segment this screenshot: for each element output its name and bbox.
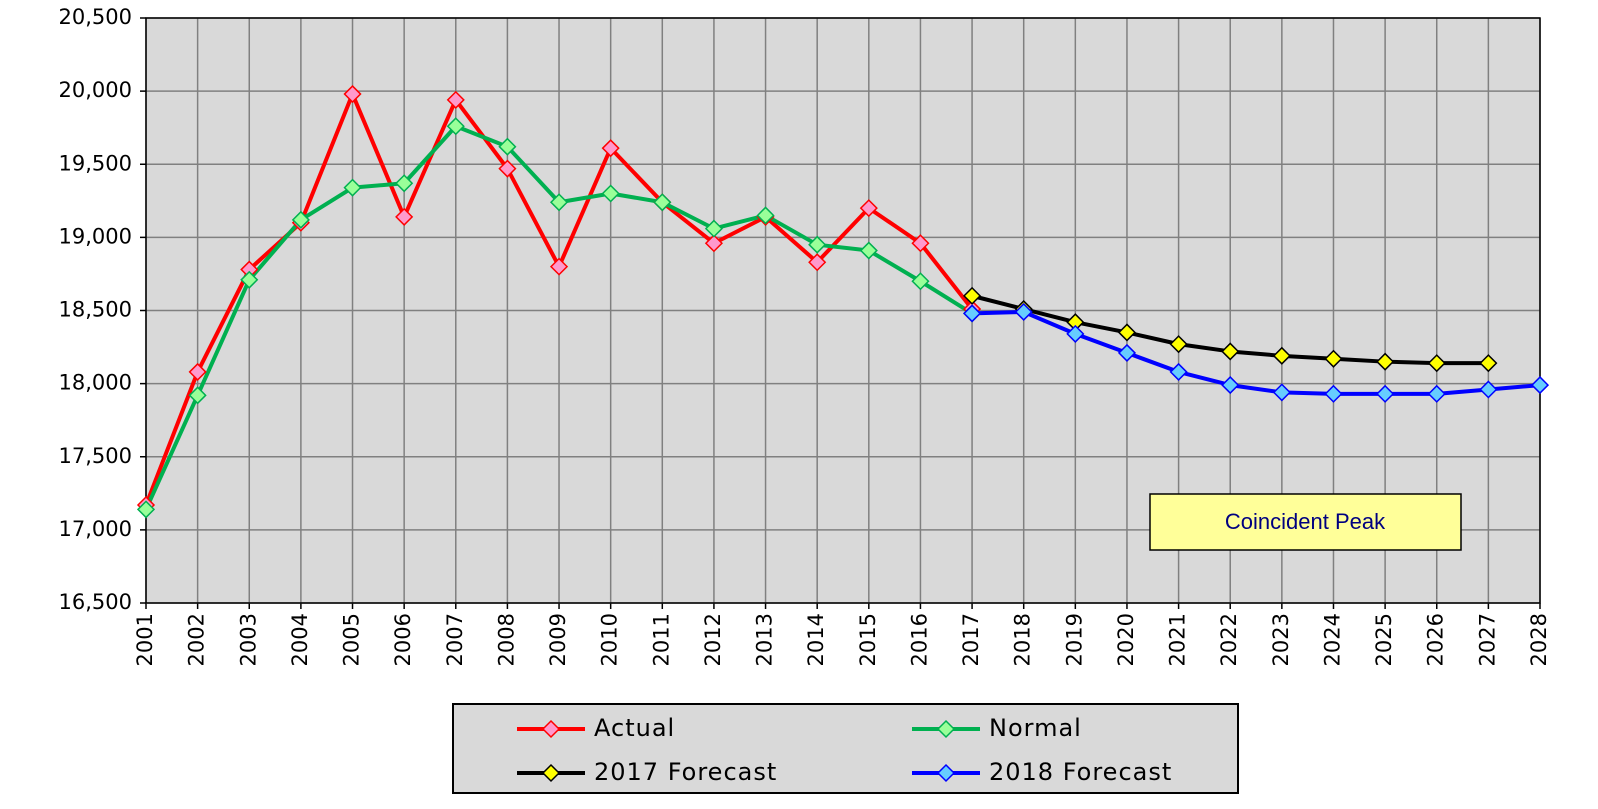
- x-tick-label: 2016: [907, 613, 931, 666]
- x-tick-label: 2011: [649, 613, 673, 666]
- legend-label: Actual: [594, 714, 675, 742]
- data-point: [653, 193, 672, 212]
- x-tick-label: 2028: [1527, 613, 1551, 666]
- data-point: [1376, 384, 1395, 403]
- data-point: [808, 235, 827, 254]
- x-tick-label: 2014: [804, 613, 828, 666]
- data-point: [446, 90, 465, 109]
- x-tick-label: 2024: [1320, 613, 1344, 666]
- data-point: [446, 117, 465, 136]
- legend-marker: [541, 763, 561, 783]
- data-point: [343, 84, 362, 104]
- x-tick-label: 2010: [598, 613, 622, 666]
- data-point: [188, 362, 207, 381]
- legend-marker: [936, 719, 956, 739]
- data-point: [859, 241, 878, 260]
- data-point: [1221, 376, 1240, 395]
- x-tick-label: 2001: [133, 613, 157, 666]
- data-point: [1169, 362, 1188, 381]
- data-point: [395, 174, 414, 193]
- data-point: [1479, 380, 1498, 399]
- data-point: [1272, 346, 1291, 365]
- x-tick-label: 2026: [1424, 613, 1448, 666]
- x-tick-label: 2017: [959, 613, 983, 666]
- x-tick-label: 2003: [236, 613, 260, 666]
- x-tick-label: 2025: [1372, 613, 1396, 666]
- y-tick-label: 18,500: [59, 298, 132, 322]
- data-point: [136, 500, 156, 519]
- data-point: [1530, 376, 1550, 395]
- data-point: [549, 257, 569, 276]
- legend-marker: [541, 719, 561, 739]
- data-point: [963, 286, 982, 305]
- x-tick-label: 2012: [701, 613, 725, 666]
- data-point: [1221, 342, 1240, 361]
- x-tick-label: 2020: [1114, 613, 1138, 666]
- legend-box: [452, 703, 1239, 794]
- data-point: [343, 178, 362, 197]
- data-point: [240, 270, 259, 289]
- data-point: [1117, 343, 1137, 362]
- data-point: [1376, 352, 1395, 371]
- legend-marker: [936, 763, 956, 783]
- x-tick-label: 2022: [1217, 613, 1241, 666]
- x-tick-label: 2002: [185, 613, 209, 666]
- data-point: [963, 304, 982, 323]
- legend-label: Normal: [989, 714, 1082, 742]
- data-point: [498, 137, 517, 156]
- data-point: [498, 159, 517, 178]
- x-tick-label: 2027: [1475, 613, 1499, 666]
- annotation: Coincident Peak: [1225, 509, 1386, 534]
- data-point: [1117, 323, 1137, 342]
- data-point: [808, 253, 827, 272]
- y-tick-label: 18,000: [59, 371, 132, 395]
- data-point: [911, 234, 930, 253]
- data-point: [1169, 335, 1188, 354]
- data-point: [1324, 384, 1343, 403]
- y-tick-label: 17,000: [59, 517, 132, 541]
- data-point: [601, 184, 620, 203]
- data-point: [1014, 302, 1033, 322]
- x-tick-label: 2019: [1062, 613, 1086, 666]
- y-tick-label: 19,000: [59, 224, 132, 248]
- annotation-box: [1149, 493, 1462, 551]
- x-tick-label: 2005: [340, 613, 364, 666]
- data-point: [1427, 384, 1446, 403]
- legend-label: 2018 Forecast: [989, 758, 1172, 786]
- data-point: [188, 386, 207, 405]
- y-tick-label: 20,500: [59, 5, 132, 29]
- data-point: [549, 193, 569, 212]
- y-tick-label: 16,500: [59, 590, 132, 614]
- data-point: [395, 207, 414, 226]
- y-tick-label: 17,500: [59, 444, 132, 468]
- x-tick-label: 2004: [288, 613, 312, 666]
- data-point: [601, 139, 620, 158]
- x-tick-label: 2021: [1166, 613, 1190, 666]
- x-tick-label: 2009: [546, 613, 570, 666]
- x-tick-label: 2008: [494, 613, 518, 666]
- data-point: [291, 210, 310, 229]
- legend-label: 2017 Forecast: [594, 758, 777, 786]
- data-point: [704, 219, 723, 238]
- data-point: [704, 234, 723, 253]
- data-point: [1066, 324, 1085, 343]
- x-tick-label: 2015: [856, 613, 880, 666]
- data-point: [859, 199, 878, 218]
- data-point: [1324, 349, 1343, 368]
- x-tick-label: 2023: [1269, 613, 1293, 666]
- x-tick-label: 2018: [1011, 613, 1035, 666]
- data-point: [1427, 354, 1446, 373]
- series-line: [972, 309, 1541, 396]
- data-point: [911, 272, 930, 291]
- x-tick-label: 2006: [391, 613, 415, 666]
- plot-border: [145, 17, 1541, 604]
- data-point: [1479, 354, 1498, 373]
- data-point: [1272, 383, 1291, 402]
- x-tick-label: 2013: [753, 613, 777, 666]
- y-tick-label: 19,500: [59, 151, 132, 175]
- x-tick-label: 2007: [443, 613, 467, 666]
- data-point: [756, 206, 775, 225]
- y-tick-label: 20,000: [59, 78, 132, 102]
